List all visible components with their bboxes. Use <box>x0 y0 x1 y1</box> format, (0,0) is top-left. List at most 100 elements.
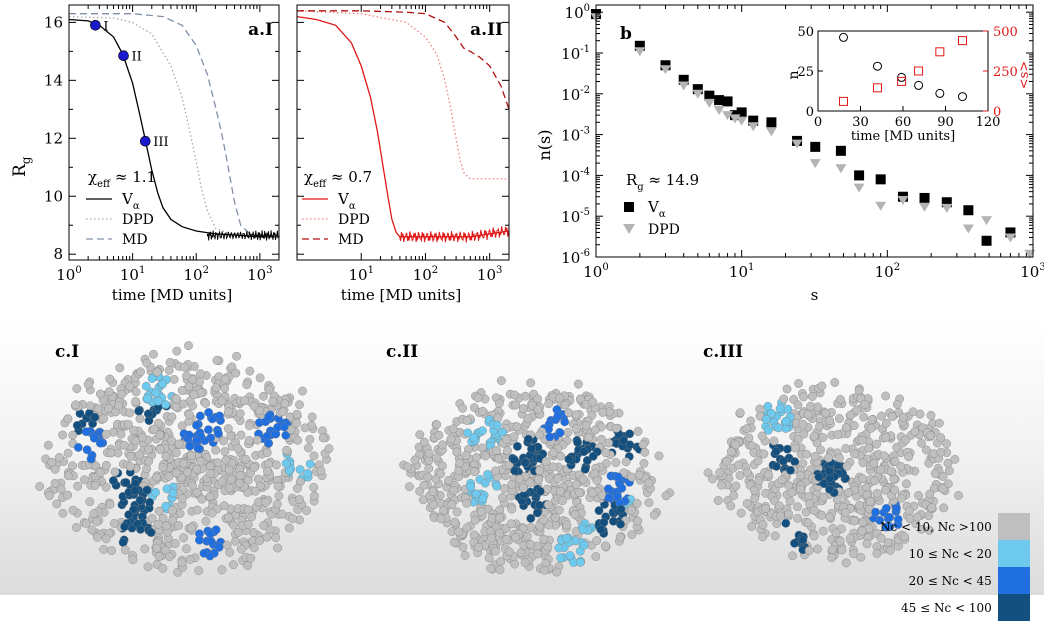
bead <box>172 346 182 356</box>
bead <box>925 489 935 499</box>
bead <box>271 533 281 543</box>
bead <box>278 407 288 417</box>
bead <box>213 429 223 439</box>
bead <box>147 374 157 383</box>
bead <box>581 421 591 430</box>
bead <box>444 475 454 485</box>
bead <box>793 502 802 512</box>
legend-row-1: 10 ≤ Nc < 20 <box>880 540 1030 567</box>
bead <box>154 519 163 529</box>
bead <box>272 499 282 509</box>
bead <box>95 438 105 448</box>
bead <box>419 480 429 490</box>
bead <box>535 430 544 440</box>
bead <box>184 430 194 440</box>
bead <box>211 445 221 455</box>
bead <box>879 451 889 461</box>
bead <box>511 400 520 410</box>
phase-marker-2 <box>139 135 151 147</box>
bead <box>627 472 637 482</box>
bead <box>220 447 230 457</box>
bead <box>849 421 859 431</box>
bead <box>161 451 171 461</box>
bead <box>644 498 654 508</box>
legend-label-1: DPD <box>648 222 680 238</box>
bead <box>148 349 158 359</box>
bead <box>233 443 243 453</box>
point-1-16 <box>875 201 887 211</box>
bead <box>726 447 736 457</box>
bead <box>535 486 545 496</box>
bead <box>158 513 168 523</box>
inset-x-tick-label-0: 0 <box>814 115 822 130</box>
snapshot-label-c-II: c.II <box>386 342 419 362</box>
bead <box>507 504 517 514</box>
bead <box>161 521 171 531</box>
bead <box>841 508 850 518</box>
bead <box>449 486 458 495</box>
bead <box>763 425 773 435</box>
x-axis-label: s <box>811 286 819 304</box>
bead <box>154 506 164 516</box>
bead <box>625 429 634 439</box>
bead <box>410 455 420 465</box>
legend-swatch-3 <box>997 594 1030 621</box>
bead <box>799 429 809 439</box>
bead <box>484 553 494 563</box>
bead <box>793 513 802 523</box>
chi-eff-text: χeff ≈ 1.1 <box>88 168 156 190</box>
inset-x-tick-label-1: 30 <box>852 115 869 130</box>
bead <box>126 451 136 461</box>
bead <box>638 440 648 450</box>
bead <box>449 537 459 547</box>
bead <box>455 458 465 468</box>
bead <box>282 445 291 455</box>
bead <box>298 386 307 396</box>
point-0-15 <box>854 170 865 181</box>
bead <box>533 404 543 414</box>
bead <box>717 480 726 490</box>
bead <box>914 490 923 500</box>
bead <box>268 396 278 406</box>
bead <box>478 426 487 436</box>
bead <box>779 456 788 466</box>
bead <box>415 430 425 440</box>
bead <box>881 522 891 532</box>
bead <box>250 486 260 496</box>
snapshot-label-c-I: c.I <box>55 342 80 362</box>
bead <box>571 410 581 420</box>
bead <box>809 431 819 441</box>
bead <box>473 393 483 403</box>
bead <box>152 367 162 377</box>
bead <box>872 439 881 449</box>
legend-label-0: Vα <box>337 190 356 212</box>
bead <box>117 390 126 399</box>
bead <box>211 383 221 393</box>
bead <box>794 379 803 388</box>
snapshot-1 <box>399 376 675 577</box>
bead <box>231 536 241 546</box>
bead <box>249 462 259 472</box>
bead <box>494 399 504 408</box>
bead <box>796 484 805 494</box>
bead <box>849 549 859 559</box>
bead <box>192 464 202 474</box>
bead <box>135 450 145 460</box>
bead <box>495 513 505 523</box>
bead <box>116 429 126 439</box>
bead <box>772 519 782 529</box>
bead <box>478 494 488 504</box>
bead <box>936 447 946 457</box>
bead <box>72 421 82 430</box>
bead <box>796 470 805 480</box>
bead <box>954 490 963 500</box>
point-1-1 <box>634 47 646 57</box>
bead <box>307 412 317 422</box>
bead <box>619 435 628 445</box>
bead <box>432 453 441 463</box>
bead <box>819 492 828 502</box>
bead <box>825 416 834 426</box>
bead <box>180 362 189 372</box>
bead <box>858 474 868 484</box>
bead <box>274 491 284 501</box>
